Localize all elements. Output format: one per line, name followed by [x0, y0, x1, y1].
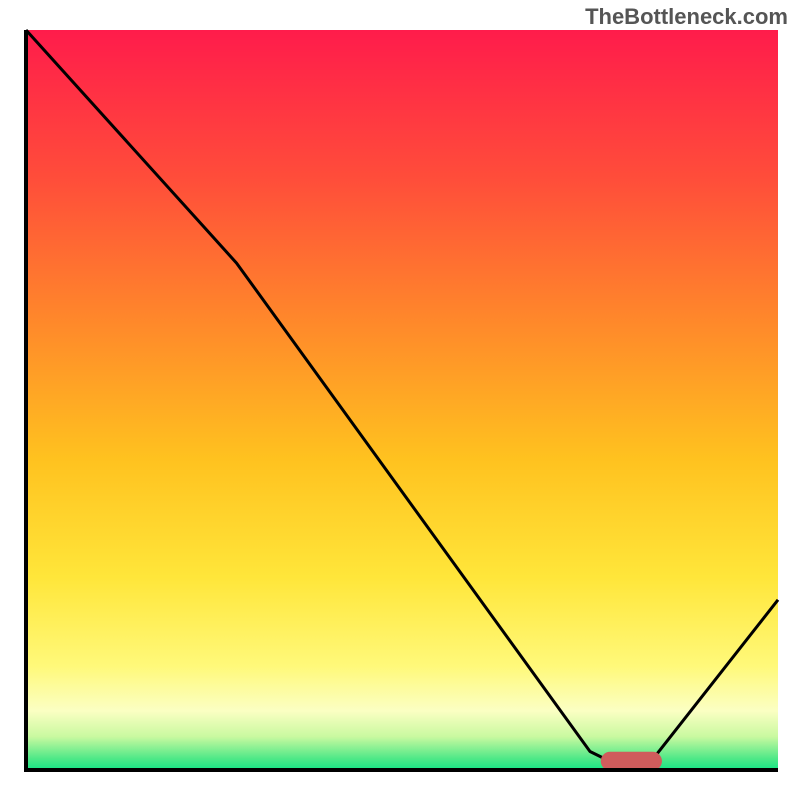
- gradient-background: [26, 30, 778, 770]
- watermark-text: TheBottleneck.com: [585, 4, 788, 30]
- chart-container: TheBottleneck.com: [0, 0, 800, 800]
- bottleneck-curve-chart: [0, 0, 800, 800]
- optimal-range-marker: [601, 752, 661, 770]
